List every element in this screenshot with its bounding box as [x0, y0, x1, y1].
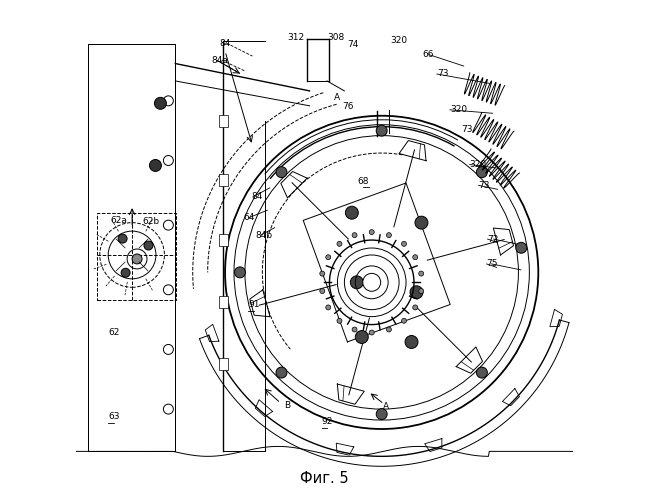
Circle shape: [320, 271, 324, 276]
Bar: [219, 115, 228, 126]
Circle shape: [234, 267, 245, 278]
Circle shape: [419, 271, 424, 276]
Text: 320: 320: [470, 160, 487, 169]
Text: 62b: 62b: [143, 216, 160, 226]
Circle shape: [413, 254, 418, 260]
Circle shape: [352, 232, 357, 237]
Text: 91: 91: [248, 300, 260, 309]
Circle shape: [121, 268, 130, 277]
Text: 84a: 84a: [211, 56, 228, 64]
Bar: [219, 296, 228, 308]
Circle shape: [363, 274, 381, 291]
Circle shape: [369, 330, 374, 335]
Circle shape: [118, 234, 127, 243]
Circle shape: [386, 327, 391, 332]
Circle shape: [476, 367, 487, 378]
Text: 73: 73: [479, 181, 490, 190]
Bar: [219, 234, 228, 246]
Text: 73: 73: [461, 125, 472, 134]
Circle shape: [337, 318, 342, 324]
Text: 62: 62: [108, 328, 120, 336]
Text: B: B: [284, 400, 290, 409]
Circle shape: [326, 305, 331, 310]
Bar: [97, 212, 177, 300]
Circle shape: [476, 166, 487, 177]
Circle shape: [149, 160, 162, 172]
Bar: [219, 174, 228, 186]
Circle shape: [369, 230, 374, 234]
Bar: [219, 358, 228, 370]
Circle shape: [413, 305, 418, 310]
Circle shape: [320, 288, 324, 294]
Circle shape: [154, 98, 166, 110]
Circle shape: [276, 166, 287, 177]
Circle shape: [132, 254, 142, 264]
Text: Фиг. 5: Фиг. 5: [300, 471, 349, 486]
Text: 66: 66: [422, 50, 434, 59]
Circle shape: [337, 242, 342, 246]
Text: 92: 92: [321, 417, 333, 426]
Circle shape: [516, 242, 527, 253]
Circle shape: [376, 408, 387, 420]
Circle shape: [415, 216, 428, 229]
Circle shape: [386, 232, 391, 237]
Text: 84: 84: [219, 38, 230, 48]
Circle shape: [356, 330, 368, 344]
Text: 320: 320: [450, 106, 467, 114]
Circle shape: [419, 288, 424, 294]
Text: 308: 308: [328, 33, 345, 42]
Text: 312: 312: [288, 33, 304, 42]
Text: 75: 75: [487, 260, 498, 268]
Circle shape: [345, 206, 358, 219]
Circle shape: [376, 125, 387, 136]
Text: 84b: 84b: [255, 230, 272, 239]
Circle shape: [350, 276, 363, 289]
Circle shape: [402, 318, 406, 324]
Text: 72: 72: [487, 234, 499, 244]
Text: A: A: [334, 94, 339, 102]
Text: 74: 74: [347, 40, 358, 49]
Text: 63: 63: [108, 412, 119, 421]
Text: 320: 320: [390, 36, 408, 45]
Circle shape: [410, 286, 423, 298]
Circle shape: [326, 254, 331, 260]
Text: 73: 73: [437, 70, 448, 78]
Text: 64: 64: [243, 213, 255, 222]
Circle shape: [352, 327, 357, 332]
Text: 68: 68: [357, 177, 369, 186]
Circle shape: [276, 367, 287, 378]
Text: 62a: 62a: [111, 216, 128, 224]
Circle shape: [402, 242, 406, 246]
Circle shape: [405, 336, 418, 348]
Bar: [88, 44, 175, 452]
Text: 84: 84: [251, 192, 262, 201]
Circle shape: [144, 241, 153, 250]
Text: A: A: [383, 402, 389, 410]
Text: 76: 76: [342, 102, 354, 112]
